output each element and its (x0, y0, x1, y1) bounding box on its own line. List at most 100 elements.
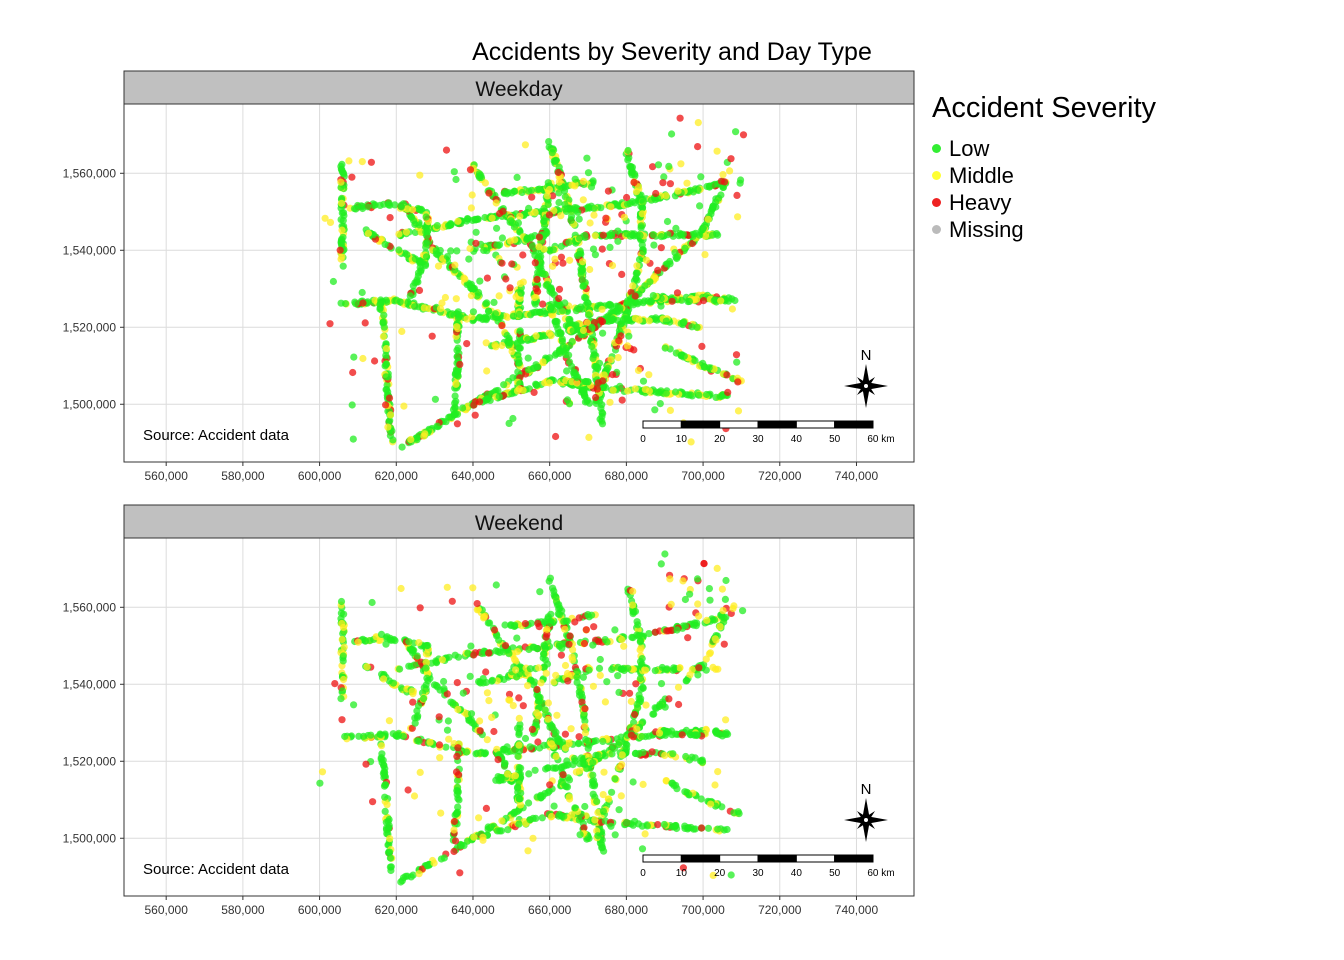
accident-point (422, 659, 430, 667)
x-tick-label: 560,000 (144, 903, 188, 917)
accident-point (340, 643, 348, 651)
accident-point (536, 308, 544, 316)
accident-point (637, 644, 645, 652)
accident-point (600, 768, 608, 776)
accident-point (648, 748, 656, 756)
accident-point (511, 772, 519, 780)
accident-point (695, 664, 703, 672)
accident-point (497, 827, 505, 835)
accident-point (713, 147, 721, 155)
accident-point (552, 752, 560, 761)
accident-point (490, 727, 498, 736)
accident-point (588, 342, 596, 351)
accident-point (649, 163, 657, 171)
accident-point (586, 219, 594, 227)
accident-point (693, 575, 702, 583)
accident-point (565, 238, 573, 246)
accident-point (516, 280, 525, 288)
accident-point (496, 209, 504, 218)
source-caption: Source: Accident data (143, 861, 290, 878)
accident-point (593, 797, 601, 806)
accident-point (422, 664, 430, 672)
x-tick-label: 600,000 (298, 903, 342, 917)
accident-point (401, 249, 409, 257)
accident-point (426, 738, 434, 746)
accident-point (381, 362, 389, 370)
accident-point (602, 214, 610, 222)
accident-point (664, 231, 672, 239)
accident-point (588, 611, 596, 619)
accident-point (614, 672, 622, 680)
accident-point (434, 262, 443, 270)
accident-point (568, 362, 576, 371)
accident-point (525, 799, 533, 807)
accident-point (544, 613, 552, 621)
accident-point (645, 317, 653, 325)
legend-swatch-low (932, 144, 941, 153)
accident-point (397, 584, 405, 593)
accident-point (629, 282, 637, 290)
accident-point (451, 399, 459, 407)
accident-point (540, 245, 548, 253)
accident-point (614, 663, 622, 671)
accident-point (518, 188, 526, 197)
accident-point (543, 625, 551, 633)
accident-point (540, 221, 549, 230)
accident-point (721, 595, 730, 604)
accident-point (645, 371, 653, 379)
accident-point (576, 767, 584, 775)
accident-point (734, 378, 742, 386)
accident-point (339, 262, 347, 270)
accident-point (682, 752, 690, 761)
accident-point (416, 604, 424, 612)
accident-point (476, 717, 484, 725)
accident-point (326, 218, 335, 226)
accident-point (718, 585, 727, 593)
accident-point (436, 754, 444, 762)
accident-point (607, 229, 616, 237)
accident-point (443, 726, 452, 734)
accident-point (712, 393, 720, 401)
accident-point (576, 831, 584, 839)
accident-point (367, 731, 375, 739)
accident-point (436, 246, 444, 255)
accident-point (408, 687, 416, 696)
accident-point (479, 675, 487, 683)
accident-point (578, 276, 587, 284)
accident-point (580, 760, 589, 768)
accident-point (459, 404, 467, 412)
accident-point (608, 316, 616, 325)
accident-point (582, 626, 590, 634)
accident-point (573, 673, 581, 681)
accident-point (550, 207, 558, 215)
accident-point (368, 598, 376, 607)
accident-point (410, 661, 418, 669)
accident-point (585, 666, 593, 674)
accident-point (555, 601, 563, 609)
accident-point (454, 653, 463, 661)
accident-point (597, 204, 605, 212)
accident-point (481, 213, 489, 222)
accident-point (615, 738, 623, 746)
scale-bar-segment (834, 420, 874, 429)
accident-point (709, 616, 717, 624)
scale-bar: 0 10 20 30 40 50 60 km (640, 854, 895, 879)
accident-point (608, 788, 616, 796)
accident-point (697, 173, 705, 181)
accident-point (557, 651, 566, 659)
accident-point (402, 228, 410, 236)
accident-point (660, 173, 668, 181)
accident-point (594, 832, 602, 840)
accident-point (386, 863, 394, 871)
accident-point (470, 401, 478, 409)
accident-point (470, 833, 478, 841)
accident-point (709, 181, 717, 189)
accident-point (450, 817, 458, 826)
x-tick-label: 680,000 (605, 903, 649, 917)
accident-point (471, 411, 479, 419)
accident-point (463, 340, 471, 348)
accident-point (667, 600, 675, 608)
accident-point (679, 864, 688, 872)
accident-point (657, 233, 665, 241)
accident-point (721, 178, 729, 186)
